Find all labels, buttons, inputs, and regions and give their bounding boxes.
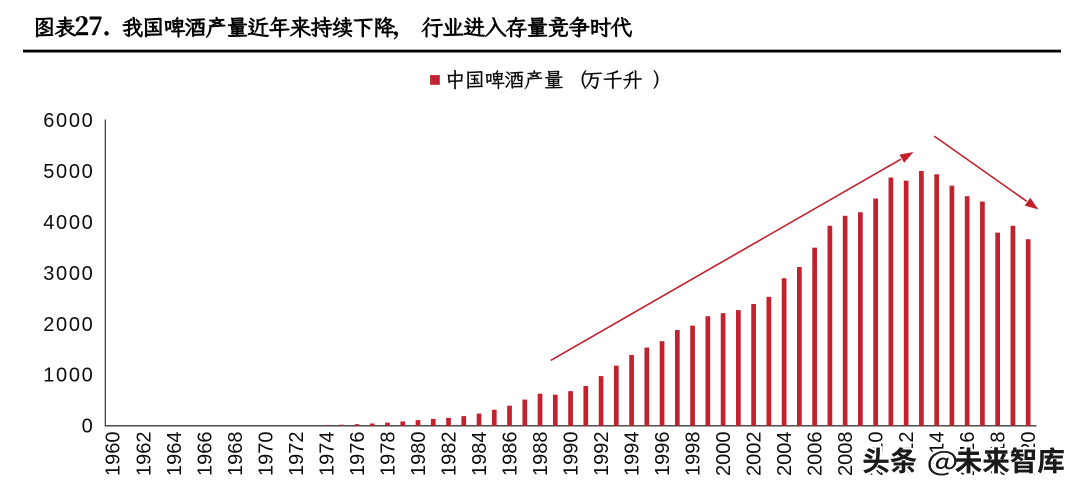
svg-text:2000: 2000 — [713, 432, 735, 477]
svg-text:1974: 1974 — [316, 432, 338, 477]
svg-text:1978: 1978 — [377, 432, 399, 477]
svg-text:1984: 1984 — [469, 432, 491, 477]
svg-text:1990: 1990 — [560, 432, 582, 477]
svg-text:5000: 5000 — [43, 161, 94, 183]
svg-text:2004: 2004 — [774, 432, 796, 477]
svg-text:1966: 1966 — [194, 432, 216, 477]
svg-text:2000: 2000 — [43, 314, 94, 336]
svg-text:1964: 1964 — [164, 432, 186, 477]
svg-text:1986: 1986 — [499, 432, 521, 477]
svg-text:1996: 1996 — [652, 432, 674, 477]
svg-text:1988: 1988 — [530, 432, 552, 477]
svg-text:1976: 1976 — [347, 432, 369, 477]
svg-text:6000: 6000 — [43, 110, 94, 132]
svg-text:2002: 2002 — [743, 432, 765, 477]
svg-text:2006: 2006 — [804, 432, 826, 477]
svg-text:1982: 1982 — [438, 432, 460, 477]
svg-text:1992: 1992 — [591, 432, 613, 477]
svg-text:1998: 1998 — [682, 432, 704, 477]
svg-text:1994: 1994 — [621, 432, 643, 477]
svg-text:3000: 3000 — [43, 263, 94, 285]
svg-text:1968: 1968 — [225, 432, 247, 477]
svg-text:1960: 1960 — [103, 432, 125, 477]
svg-text:2008: 2008 — [835, 432, 857, 477]
svg-text:1980: 1980 — [408, 432, 430, 477]
svg-text:4000: 4000 — [43, 212, 94, 234]
svg-text:1970: 1970 — [255, 432, 277, 477]
svg-text:1962: 1962 — [133, 432, 155, 477]
svg-text:0: 0 — [82, 416, 95, 438]
svg-text:1972: 1972 — [286, 432, 308, 477]
svg-text:1000: 1000 — [43, 365, 94, 387]
